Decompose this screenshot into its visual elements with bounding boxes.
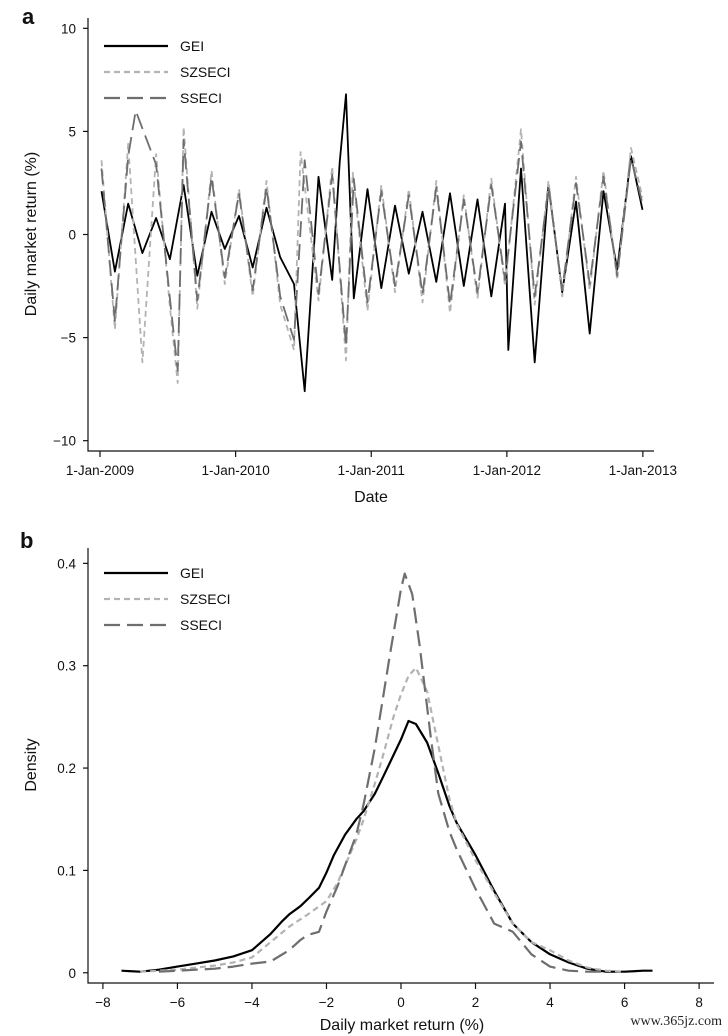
- panel-b-chart: b 0 0.1 0.2 0.3 0.4 −8 −6 −4 −2 0 2 4 6 8 Daily mark…: [20, 528, 714, 1034]
- x-tick-label: −2: [319, 995, 334, 1010]
- watermark-text: www.365jz.com: [630, 1014, 722, 1029]
- x-tick-label: 1-Jan-2012: [473, 463, 541, 478]
- panel-a-axes: [87, 18, 654, 452]
- series-line-gei: [121, 719, 653, 973]
- x-tick-label: 1-Jan-2011: [338, 463, 405, 478]
- panel-a-x-axis-label: Date: [354, 489, 388, 506]
- series-line-sseci: [158, 572, 606, 973]
- panel-b-x-ticks: −8 −6 −4 −2 0 2 4 6 8: [95, 983, 703, 1010]
- legend-label-sseci: SSECI: [180, 617, 222, 633]
- legend-label-szseci: SZSECI: [180, 64, 231, 80]
- y-tick-label: 5: [68, 124, 76, 139]
- x-tick-label: −6: [170, 995, 185, 1010]
- y-tick-label: 0: [68, 966, 76, 981]
- x-tick-label: 4: [546, 995, 554, 1010]
- y-tick-label: 10: [61, 21, 76, 36]
- y-tick-label: 0: [68, 228, 76, 243]
- x-tick-label: 8: [695, 995, 703, 1010]
- x-tick-label: −8: [95, 995, 110, 1010]
- series-line-szseci: [140, 666, 625, 973]
- legend-label-gei: GEI: [180, 38, 204, 54]
- legend-label-szseci: SZSECI: [180, 591, 231, 607]
- panel-a-y-ticks: −10 −5 0 5 10: [53, 21, 88, 449]
- y-tick-label: 0.4: [57, 556, 76, 571]
- y-tick-label: 0.3: [57, 659, 76, 674]
- panel-a-x-ticks: 1-Jan-2009 1-Jan-2010 1-Jan-2011 1-Jan-2012…: [66, 451, 677, 478]
- series-line-gei: [100, 93, 644, 393]
- legend-label-gei: GEI: [180, 565, 204, 581]
- panel-b-x-axis-label: Daily market return (%): [320, 1017, 484, 1034]
- panel-a-letter: a: [22, 4, 35, 29]
- legend-label-sseci: SSECI: [180, 90, 222, 106]
- y-tick-label: −5: [61, 331, 76, 346]
- x-tick-label: 1-Jan-2009: [66, 463, 134, 478]
- panel-b-y-ticks: 0 0.1 0.2 0.3 0.4: [57, 556, 88, 981]
- x-tick-label: 1-Jan-2013: [609, 463, 677, 478]
- panel-b-legend: GEI SZSECI SSECI: [104, 565, 231, 633]
- panel-b-plot-area: [121, 572, 653, 973]
- y-tick-label: −10: [53, 434, 76, 449]
- panel-a-plot-area: [100, 93, 644, 393]
- x-tick-label: 1-Jan-2010: [201, 463, 269, 478]
- x-tick-label: −4: [244, 995, 260, 1010]
- y-tick-label: 0.1: [57, 863, 76, 878]
- panel-b-y-axis-label: Density: [23, 738, 40, 791]
- panel-a-legend: GEI SZSECI SSECI: [104, 38, 231, 106]
- x-tick-label: 0: [397, 995, 405, 1010]
- panel-a-y-axis-label: Daily market return (%): [23, 152, 40, 316]
- series-line-sseci: [100, 109, 644, 372]
- x-tick-label: 2: [472, 995, 480, 1010]
- panel-b-letter: b: [20, 528, 33, 553]
- panel-b-axes: [87, 548, 714, 984]
- y-tick-label: 0.2: [57, 761, 76, 776]
- x-tick-label: 6: [621, 995, 629, 1010]
